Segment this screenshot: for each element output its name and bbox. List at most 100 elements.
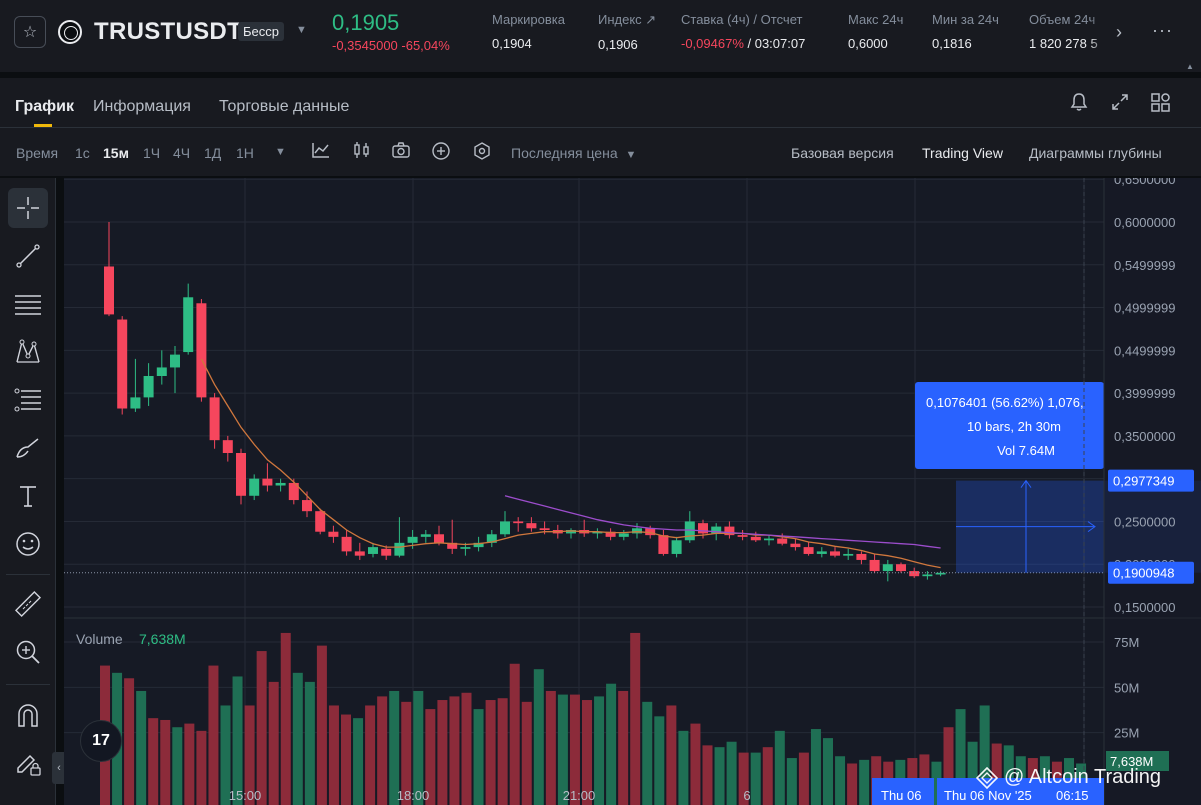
- fib-lines-icon[interactable]: [8, 284, 48, 324]
- volume-bar: [160, 719, 171, 805]
- tab-info[interactable]: Информация: [93, 98, 191, 115]
- interval-4h[interactable]: 4Ч: [173, 145, 191, 161]
- crosshair-date-badge: [937, 778, 1104, 805]
- watermark: @ Altcoin Trading: [976, 766, 1161, 789]
- candle-body: [275, 482, 286, 486]
- collapse-sidebar-icon[interactable]: ‹: [52, 752, 66, 784]
- symbol-dropdown-icon[interactable]: ▼: [296, 24, 307, 36]
- volume-bar: [594, 696, 605, 805]
- ruler-icon[interactable]: [8, 584, 48, 624]
- chevron-right-icon[interactable]: ›: [1116, 22, 1122, 42]
- camera-icon[interactable]: [391, 141, 411, 164]
- candle-body: [420, 534, 431, 537]
- pattern-icon[interactable]: [8, 332, 48, 372]
- candle-body: [262, 478, 273, 486]
- candle-body: [500, 521, 510, 535]
- volume-bar: [823, 738, 833, 805]
- text-icon[interactable]: [8, 476, 48, 516]
- candles-icon[interactable]: [352, 141, 372, 164]
- candle-body: [658, 535, 669, 554]
- stat-low-24h: Мин за 24ч 0,1816: [932, 12, 999, 51]
- volume-bar: [316, 645, 327, 805]
- zoom-in-icon[interactable]: [8, 632, 48, 672]
- emoji-icon[interactable]: [8, 524, 48, 564]
- crosshair-icon[interactable]: [8, 188, 48, 228]
- candle-body: [566, 530, 576, 534]
- candle-body: [869, 559, 880, 572]
- layout-icon[interactable]: [1150, 92, 1172, 119]
- volume-bar: [389, 690, 400, 805]
- view-tradingview[interactable]: Trading View: [922, 145, 1003, 161]
- current-price-badge: [1108, 561, 1194, 584]
- volume-bar: [943, 727, 954, 805]
- view-basic[interactable]: Базовая версия: [791, 145, 894, 161]
- prediction-icon[interactable]: [8, 380, 48, 420]
- brush-icon[interactable]: [8, 428, 48, 468]
- candle-body: [790, 543, 801, 548]
- expand-icon[interactable]: [1110, 92, 1130, 117]
- candle-body: [671, 540, 682, 554]
- price-tick-label: 0,3999999: [1114, 386, 1175, 401]
- candle-body: [632, 528, 642, 534]
- settings-icon[interactable]: [472, 141, 492, 166]
- interval-1h[interactable]: 1Ч: [143, 145, 161, 161]
- candle-body: [816, 551, 827, 554]
- symbol-name[interactable]: TRUSTUSDT: [94, 18, 243, 45]
- interval-1s[interactable]: 1с: [75, 145, 90, 161]
- stat-value: -0,09467% / 03:07:07: [681, 36, 805, 51]
- candle-body: [830, 551, 840, 556]
- ma-fast-line: [200, 358, 941, 569]
- price-tick-label: 0,6000000: [1114, 215, 1175, 230]
- candle-body: [170, 354, 180, 368]
- tab-trading-data[interactable]: Торговые данные: [219, 98, 350, 115]
- volume-bar: [762, 747, 773, 805]
- candle-body: [368, 547, 378, 554]
- volume-bar: [979, 705, 990, 805]
- interval-15m[interactable]: 15м: [103, 145, 129, 161]
- candle-body: [460, 547, 471, 549]
- measure-top-badge: [1108, 469, 1194, 492]
- stat-value: 0,1906: [598, 37, 638, 52]
- volume-bar: [545, 690, 556, 805]
- stat-index-price[interactable]: Индекс ↗ 0,1906: [598, 12, 656, 52]
- view-depth[interactable]: Диаграммы глубины: [1029, 145, 1162, 161]
- more-icon[interactable]: ···: [1152, 20, 1173, 40]
- volume-bar: [304, 681, 315, 805]
- magnet-icon[interactable]: [8, 696, 48, 736]
- stat-high-24h: Макс 24ч 0,6000: [848, 12, 903, 51]
- price-chart[interactable]: 0,1076401 (56.62%) 1,076, 10 bars, 2h 30m…: [64, 172, 1201, 805]
- volume-bar: [654, 716, 665, 805]
- volume-bar: [292, 672, 303, 805]
- volume-bar: [341, 714, 351, 805]
- add-indicator-icon[interactable]: [431, 141, 451, 166]
- volume-bar: [437, 700, 448, 805]
- candle-body: [764, 538, 774, 541]
- measure-info-line1: 0,1076401 (56.62%) 1,076,: [926, 395, 1084, 410]
- candle-body: [711, 526, 722, 534]
- interval-dropdown-icon[interactable]: ▼: [275, 146, 286, 158]
- candle-body: [513, 521, 524, 524]
- bell-icon[interactable]: [1070, 92, 1088, 117]
- volume-bar: [702, 745, 713, 805]
- price-tick-label: 0,3500000: [1114, 429, 1175, 444]
- price-type-select[interactable]: Последняя цена ▼: [511, 145, 636, 161]
- interval-1w[interactable]: 1Н: [236, 145, 254, 161]
- stat-mark-price: Маркировка 0,1904: [492, 12, 565, 51]
- chart-canvas[interactable]: 0,1076401 (56.62%) 1,076, 10 bars, 2h 30m…: [64, 172, 1201, 805]
- volume-legend-label: Volume: [76, 631, 123, 647]
- candle-body: [315, 511, 326, 532]
- volume-bar: [859, 759, 870, 805]
- volume-bar: [208, 665, 219, 805]
- volume-bar: [232, 676, 243, 805]
- volume-bar: [726, 741, 737, 805]
- lock-pencil-icon[interactable]: [8, 744, 48, 784]
- stat-label: Макс 24ч: [848, 12, 904, 27]
- favorite-star-icon[interactable]: ☆: [14, 16, 46, 48]
- scroll-arrow-icon[interactable]: ▲: [1186, 62, 1194, 71]
- trend-line-icon[interactable]: [8, 236, 48, 276]
- tradingview-logo[interactable]: 17: [80, 720, 122, 762]
- tab-chart[interactable]: График: [15, 98, 74, 115]
- chart-type-icon[interactable]: [311, 141, 331, 164]
- interval-1d[interactable]: 1Д: [204, 145, 222, 161]
- volume-bar: [967, 741, 978, 805]
